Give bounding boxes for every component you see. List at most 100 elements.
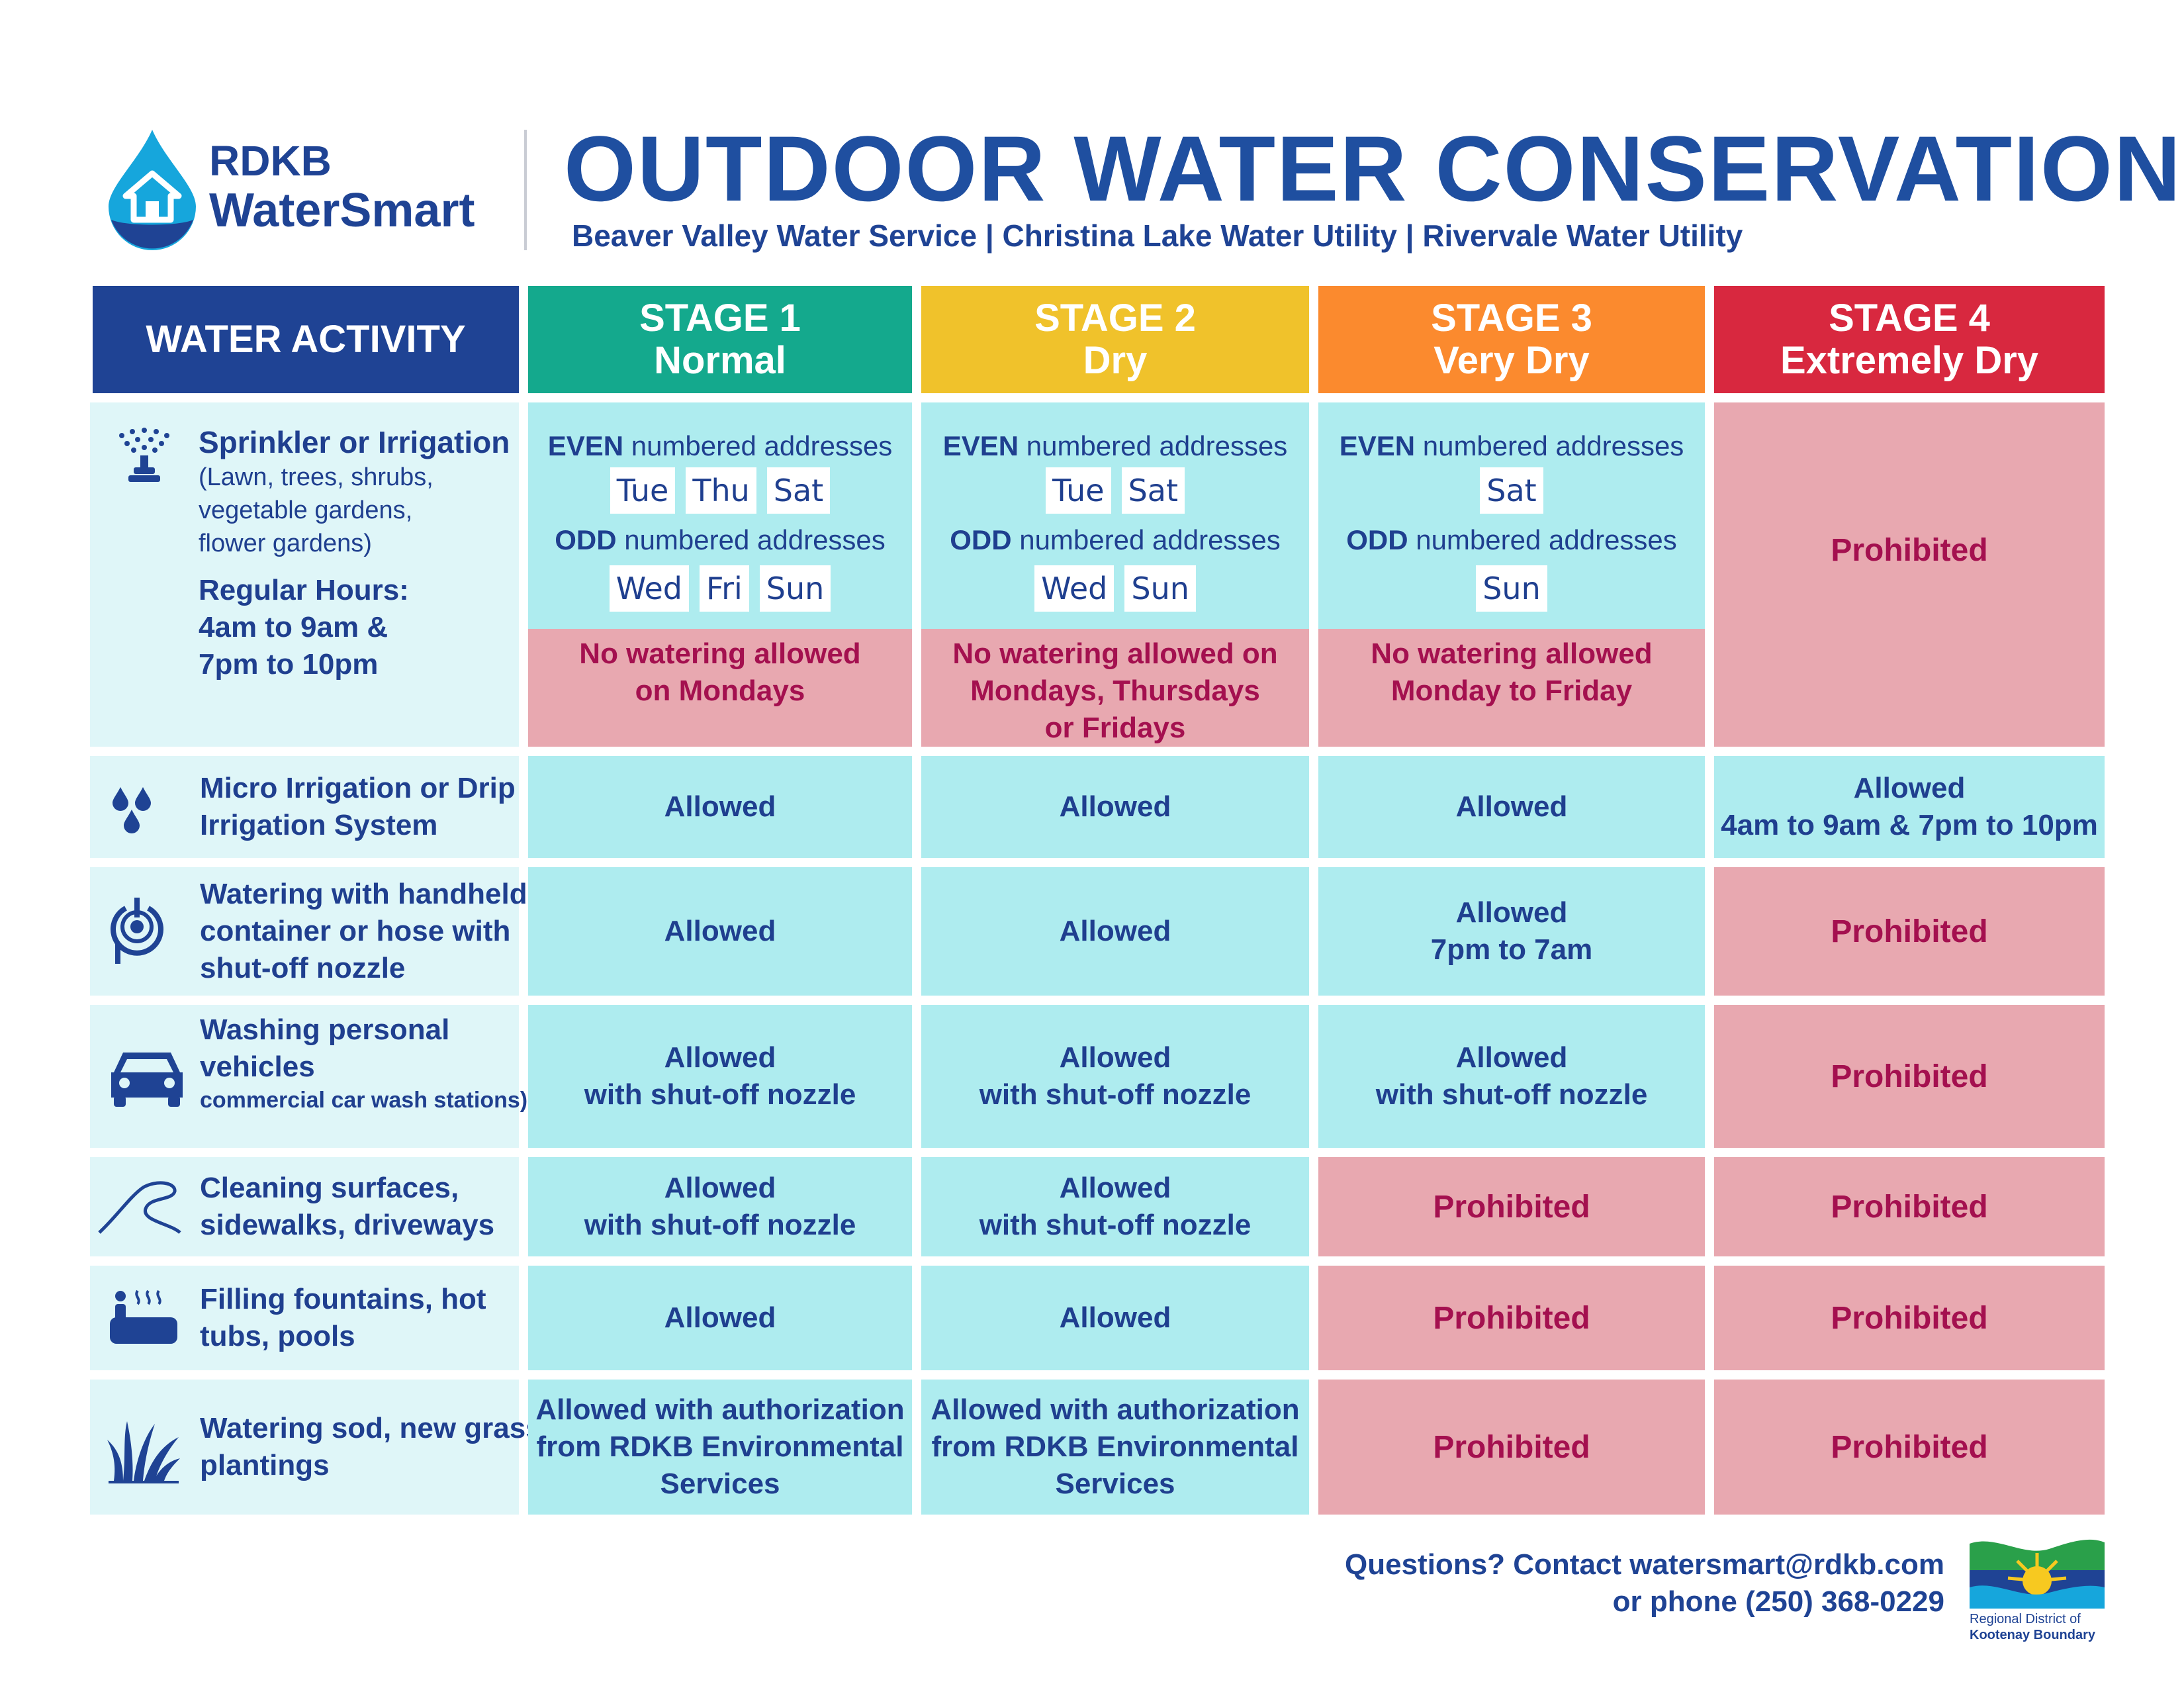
sprinkler-stage2-note: No watering allowed on Mondays, Thursday… xyxy=(921,629,1309,747)
allowed-cell: Allowed 4am to 9am & 7pm to 10pm xyxy=(1714,756,2105,858)
stage-4-name: STAGE 4 xyxy=(1829,297,1990,340)
cell-text: Allowed xyxy=(1059,1172,1171,1204)
stage-3-header: STAGE 3 Very Dry xyxy=(1318,286,1705,393)
cell-text: Services xyxy=(1055,1468,1175,1500)
water-activity-label: WATER ACTIVITY xyxy=(146,318,466,361)
activity-label: Watering sod, new grass, plantings xyxy=(200,1410,550,1484)
cell-text: Allowed xyxy=(664,1172,776,1204)
allowed-cell: Allowed xyxy=(528,867,912,996)
header-divider xyxy=(524,130,527,250)
cell-text: Allowed with authorization xyxy=(931,1393,1300,1426)
logo-line2: WaterSmart xyxy=(209,184,475,237)
note-line: Mondays, Thursdays xyxy=(970,675,1260,707)
activity-label-note: commercial car wash stations) xyxy=(200,1088,528,1113)
page-title: OUTDOOR WATER CONSERVATION xyxy=(564,117,2182,220)
cell-text: Prohibited xyxy=(1433,1300,1590,1336)
activity-cell xyxy=(90,1380,519,1515)
sprinkler-stage2-schedule: EVEN numbered addresses Tue Sat ODD numbe… xyxy=(921,402,1309,629)
prohibited-cell: Prohibited xyxy=(1318,1157,1705,1256)
drip-icon xyxy=(107,780,160,833)
cell-text: Prohibited xyxy=(1831,1058,1988,1094)
cell-text: with shut-off nozzle xyxy=(1375,1078,1648,1111)
activity-cell xyxy=(90,1157,519,1256)
day-box: Sun xyxy=(1124,565,1196,612)
activity-label-line: Cleaning surfaces, xyxy=(200,1172,459,1204)
prohibited-cell: Prohibited xyxy=(1714,1380,2105,1515)
activity-label-line: Filling fountains, hot xyxy=(200,1283,486,1315)
cell-text: Allowed xyxy=(1059,915,1171,947)
cell-text: from RDKB Environmental xyxy=(536,1430,904,1463)
day-box: Sat xyxy=(1480,467,1543,514)
cell-text: Prohibited xyxy=(1433,1429,1590,1465)
stage-4-header: STAGE 4 Extremely Dry xyxy=(1714,286,2105,393)
note-line: No watering allowed xyxy=(1371,637,1653,670)
regular-hours-2: 7pm to 10pm xyxy=(199,648,379,680)
sprinkler-detail-1: (Lawn, trees, shrubs, xyxy=(199,463,433,491)
cell-text: Prohibited xyxy=(1831,1189,1988,1225)
activity-label: Watering with handheld container or hose … xyxy=(200,876,527,987)
day-box: Wed xyxy=(1034,565,1115,612)
cell-text: Allowed xyxy=(1455,790,1568,823)
rdkb-logo-icon xyxy=(1970,1537,2105,1609)
cell-text: Allowed xyxy=(1455,1041,1568,1074)
day-box: Tue xyxy=(610,467,676,514)
cell-text: Prohibited xyxy=(1831,1429,1988,1465)
cell-text: Allowed xyxy=(1059,1301,1171,1334)
allowed-cell: Allowed xyxy=(1318,756,1705,858)
hot-tub-icon xyxy=(107,1288,180,1348)
day-box: Sat xyxy=(766,467,831,514)
day-box: Sun xyxy=(1476,565,1547,612)
cell-text: 7pm to 7am xyxy=(1430,933,1593,966)
org-line-1: Regional District of xyxy=(1970,1612,2081,1626)
day-box: Sat xyxy=(1121,467,1185,514)
cell-text: with shut-off nozzle xyxy=(979,1209,1251,1241)
cell-text: Allowed xyxy=(664,915,776,947)
odd-addresses-label: ODD numbered addresses xyxy=(1346,524,1677,555)
cell-text: Prohibited xyxy=(1433,1189,1590,1225)
cell-text: Allowed xyxy=(1455,896,1568,929)
allowed-cell: Allowed xyxy=(921,756,1309,858)
activity-label-line: vehicles xyxy=(200,1051,315,1083)
cell-text: Allowed xyxy=(1853,772,1966,804)
activity-cell-sprinkler xyxy=(90,402,519,747)
allowed-cell: Allowed with shut-off nozzle xyxy=(921,1157,1309,1256)
nozzle-icon xyxy=(107,895,167,968)
even-addresses-label: EVEN numbered addresses xyxy=(1339,430,1684,461)
stage-1-name: STAGE 1 xyxy=(639,297,801,340)
even-addresses-label: EVEN numbered addresses xyxy=(942,430,1288,461)
regular-hours-1: 4am to 9am & xyxy=(199,611,388,643)
stage-4-level: Extremely Dry xyxy=(1780,339,2039,382)
day-box: Fri xyxy=(699,565,749,612)
activity-label-line: tubs, pools xyxy=(200,1320,355,1352)
day-box: Tue xyxy=(1045,467,1111,514)
allowed-cell: Allowed with shut-off nozzle xyxy=(921,1005,1309,1148)
logo-line1: RDKB xyxy=(209,137,332,185)
allowed-cell: Allowed 7pm to 7am xyxy=(1318,867,1705,996)
allowed-cell: Allowed with authorization from RDKB Envi… xyxy=(921,1380,1309,1515)
cell-text: Prohibited xyxy=(1831,1300,1988,1336)
prohibited-cell: Prohibited xyxy=(1714,1157,2105,1256)
sprinkler-stage3-schedule: EVEN numbered addresses Sat ODD numbered… xyxy=(1318,402,1705,629)
odd-addresses-label: ODD numbered addresses xyxy=(950,524,1281,555)
cell-text: from RDKB Environmental xyxy=(931,1430,1299,1463)
org-line-2: Kootenay Boundary xyxy=(1970,1628,2096,1642)
note-line: Monday to Friday xyxy=(1390,675,1633,707)
stage-3-level: Very Dry xyxy=(1433,339,1590,382)
prohibited-cell: Prohibited xyxy=(1318,1380,1705,1515)
cell-text: Allowed xyxy=(664,1301,776,1334)
note-line: on Mondays xyxy=(635,675,805,707)
activity-label-line: Irrigation System xyxy=(200,809,438,841)
activity-label: Washing personal vehicles commercial car w… xyxy=(200,1011,527,1115)
activity-label: Filling fountains, hot tubs, pools xyxy=(200,1281,486,1355)
allowed-cell: Allowed xyxy=(921,1266,1309,1370)
cell-text: Allowed xyxy=(664,790,776,823)
prohibited-cell: Prohibited xyxy=(1318,1266,1705,1370)
page-subtitle: Beaver Valley Water Service | Christina … xyxy=(572,218,1743,253)
cell-text: with shut-off nozzle xyxy=(584,1078,856,1111)
day-box: Thu xyxy=(686,467,756,514)
activity-label-line: Micro Irrigation or Drip xyxy=(200,772,516,804)
sprinkler-icon xyxy=(110,426,179,486)
allowed-cell: Allowed with authorization from RDKB Envi… xyxy=(528,1380,912,1515)
activity-label-line: container or hose with xyxy=(200,915,511,947)
allowed-cell: Allowed with shut-off nozzle xyxy=(528,1157,912,1256)
